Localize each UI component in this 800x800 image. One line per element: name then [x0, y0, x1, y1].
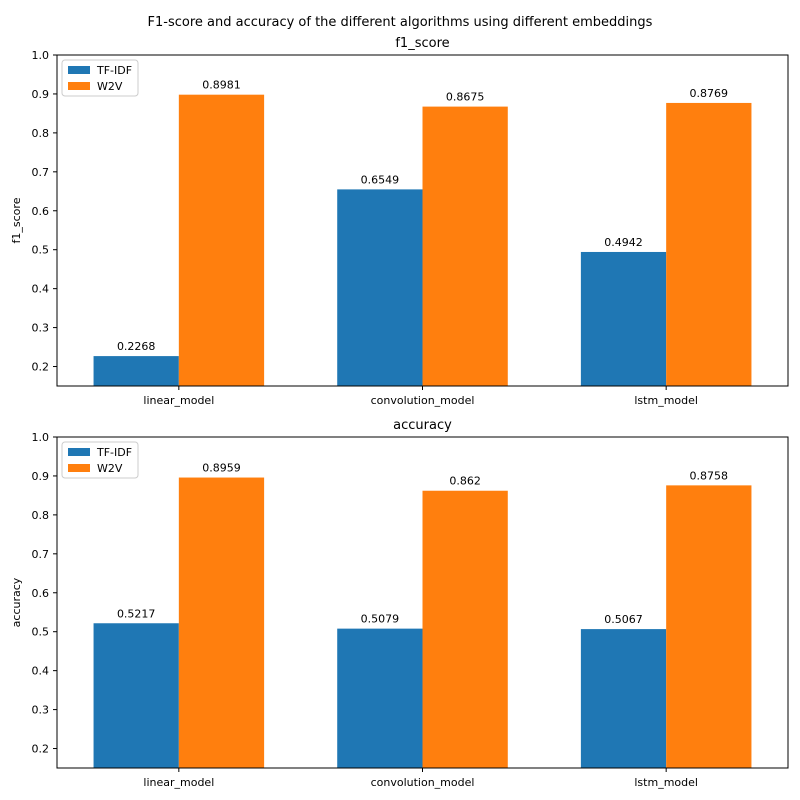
- x-tick-label: convolution_model: [371, 394, 475, 407]
- bar-value-label: 0.5079: [361, 613, 400, 626]
- bar-tfidf-convolution-model: [337, 189, 423, 386]
- bar-value-label: 0.8675: [446, 91, 485, 104]
- legend-swatch-w2v: [68, 82, 90, 90]
- bar-value-label: 0.6549: [361, 173, 400, 186]
- y-tick-label: 0.4: [32, 283, 50, 296]
- legend-swatch-tfidf: [68, 448, 90, 456]
- bar-w2v-lstm-model: [666, 485, 752, 768]
- chart-panel-2: 0.5217 0.5079 0.5067 0.8959 0.862 0.8758 0.2 0.…: [10, 418, 789, 789]
- bar-w2v-convolution-model: [422, 490, 508, 768]
- y-tick-label: 0.2: [32, 361, 50, 374]
- bar-w2v-lstm-model: [666, 102, 752, 386]
- bar-value-label: 0.2268: [117, 340, 156, 353]
- y-tick-label: 0.3: [32, 322, 50, 335]
- y-tick-label: 0.7: [32, 548, 50, 561]
- bar-value-label: 0.8758: [690, 469, 729, 482]
- bar-tfidf-convolution-model: [337, 628, 423, 768]
- x-tick-label: linear_model: [143, 394, 214, 407]
- y-axis-label: f1_score: [10, 197, 23, 243]
- x-tick-label: linear_model: [143, 776, 214, 789]
- bar-value-label: 0.4942: [604, 236, 643, 249]
- figure-title: F1-score and accuracy of the different a…: [148, 15, 653, 30]
- axes-title: accuracy: [393, 418, 452, 433]
- y-tick-label: 0.7: [32, 166, 50, 179]
- chart-panel-1: 0.2268 0.6549 0.4942 0.8981 0.8675 0.8769 0.2 0…: [10, 36, 789, 407]
- x-tick-label: convolution_model: [371, 776, 475, 789]
- bar-w2v-convolution-model: [422, 106, 508, 387]
- legend-label: TF-IDF: [96, 64, 132, 77]
- y-tick-label: 0.8: [32, 509, 50, 522]
- bar-tfidf-lstm-model: [580, 251, 667, 386]
- bar-tfidf-linear-model: [93, 356, 179, 386]
- y-tick-label: 0.8: [32, 127, 50, 140]
- y-tick-label: 0.5: [32, 244, 50, 257]
- bar-w2v-linear-model: [178, 477, 265, 768]
- y-tick-label: 1.0: [32, 49, 50, 62]
- bar-value-label: 0.8769: [690, 87, 729, 100]
- y-tick-label: 0.6: [32, 205, 50, 218]
- bar-value-label: 0.862: [449, 475, 481, 488]
- y-tick-label: 0.6: [32, 587, 50, 600]
- y-tick-label: 0.2: [32, 743, 50, 756]
- bar-w2v-linear-model: [178, 94, 265, 386]
- y-tick-label: 0.5: [32, 626, 50, 639]
- legend-swatch-tfidf: [68, 66, 90, 74]
- legend-label: W2V: [97, 80, 123, 93]
- bar-value-label: 0.8981: [202, 79, 241, 92]
- y-tick-label: 0.3: [32, 704, 50, 717]
- legend: TF-IDF W2V: [61, 441, 139, 479]
- legend-label: W2V: [97, 462, 123, 475]
- bar-tfidf-linear-model: [93, 623, 179, 768]
- bar-value-label: 0.5217: [117, 607, 156, 620]
- x-tick-label: lstm_model: [634, 776, 698, 789]
- bar-value-label: 0.5067: [604, 613, 643, 626]
- y-tick-label: 0.9: [32, 88, 50, 101]
- y-tick-label: 1.0: [32, 431, 50, 444]
- y-tick-label: 0.9: [32, 470, 50, 483]
- bar-value-label: 0.8959: [202, 462, 241, 475]
- legend-label: TF-IDF: [96, 446, 132, 459]
- y-tick-label: 0.4: [32, 665, 50, 678]
- legend-swatch-w2v: [68, 464, 90, 472]
- bar-tfidf-lstm-model: [580, 629, 667, 768]
- x-tick-label: lstm_model: [634, 394, 698, 407]
- legend: TF-IDF W2V: [61, 59, 139, 97]
- y-axis-label: accuracy: [10, 577, 23, 627]
- axes-title: f1_score: [395, 36, 449, 51]
